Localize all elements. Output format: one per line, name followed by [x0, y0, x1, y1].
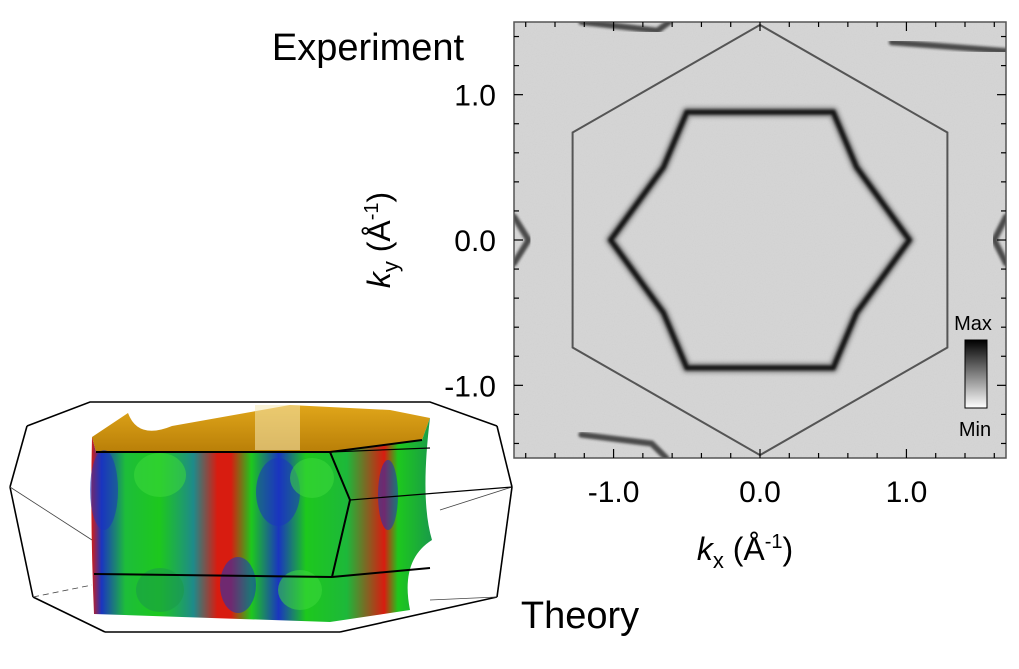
pocket-top-left — [578, 22, 673, 34]
fermi-surface-lobes — [90, 450, 398, 613]
theory-label: Theory — [521, 595, 639, 637]
fermi-surface-green-patches — [134, 453, 334, 610]
colorbar: Max Min — [954, 313, 992, 441]
x-axis-unit-open: (Å — [724, 531, 766, 567]
x-axis-label: kx (Å-1) — [697, 531, 793, 573]
fermi-surface-top-streak — [255, 405, 300, 450]
x-axis-sub: x — [713, 548, 724, 573]
pocket-bottom-left — [578, 431, 670, 458]
x-axis-unit-close: ) — [783, 531, 794, 567]
x-tick-labels: -1.0 0.0 1.0 — [588, 476, 928, 509]
pocket-top-right — [888, 39, 1006, 55]
y-tick-labels: 1.0 0.0 -1.0 — [444, 80, 496, 404]
y-axis-sup: -1 — [361, 202, 383, 220]
pocket-right — [991, 213, 1006, 267]
experiment-label: Experiment — [272, 27, 465, 69]
y-tick-label: 0.0 — [454, 225, 496, 258]
x-tick-label: 0.0 — [739, 476, 781, 509]
x-tick-label: 1.0 — [886, 476, 928, 509]
fermi-surface-contour — [608, 109, 912, 371]
x-axis-sup: -1 — [765, 531, 783, 553]
axis-ticks — [514, 22, 1006, 458]
bz-wireframe-front — [93, 439, 513, 578]
x-tick-label: -1.0 — [588, 476, 640, 509]
colorbar-gradient — [964, 339, 988, 409]
y-axis-label: ky (Å-1) — [361, 192, 403, 288]
y-axis-unit-close: ) — [361, 192, 397, 203]
arpes-map-noise — [514, 22, 1006, 458]
neighbor-pockets — [514, 22, 1006, 458]
bz-wireframe-back — [9, 401, 513, 633]
y-axis-sub: y — [378, 261, 403, 272]
y-axis-unit-open: (Å — [361, 220, 397, 262]
colorbar-max-label: Max — [954, 313, 992, 335]
y-axis-symbol: k — [361, 270, 397, 288]
y-tick-label: 1.0 — [454, 80, 496, 113]
experiment-panel: -1.0 0.0 1.0 1.00.0-1.0 kx (Å-1) ky (Å-1) … — [361, 21, 1007, 573]
x-axis-symbol: k — [697, 531, 715, 567]
colorbar-min-label: Min — [959, 419, 991, 441]
theory-panel — [9, 401, 513, 633]
pocket-left — [514, 213, 532, 267]
y-tick-label: -1.0 — [444, 370, 496, 403]
